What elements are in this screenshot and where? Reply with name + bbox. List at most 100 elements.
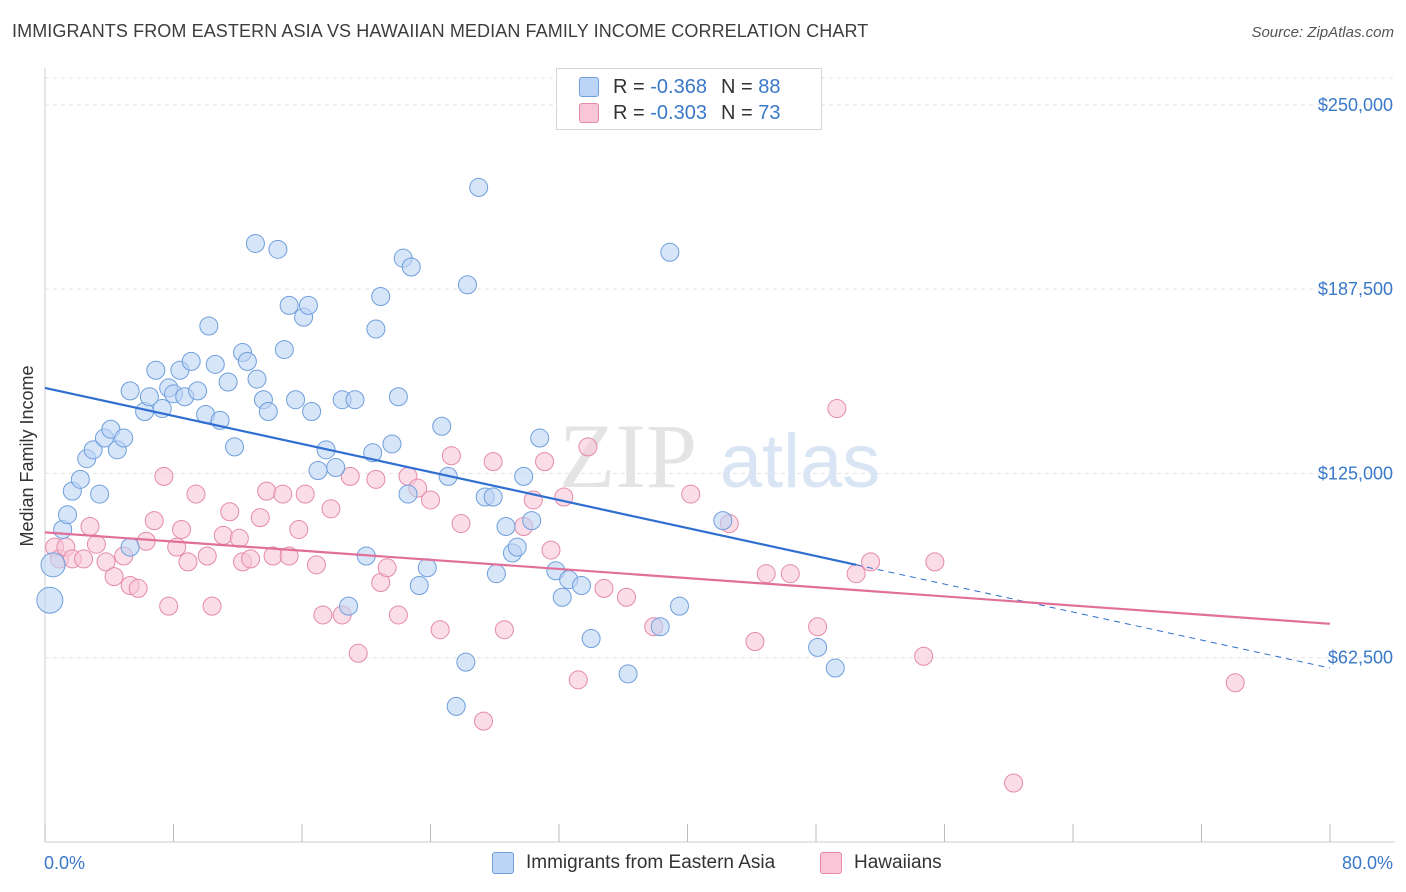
blue-point (70, 469, 90, 489)
blue-point (268, 239, 288, 259)
pink-point (306, 555, 326, 575)
pink-point (74, 549, 94, 569)
blue-point (507, 537, 527, 557)
y-tick-label-2: $187,500 (1318, 279, 1393, 299)
r-label: R = (613, 75, 645, 98)
blue-point (326, 458, 346, 478)
blue-point (486, 564, 506, 584)
y-axis-label: Median Family Income (17, 365, 37, 546)
pink-point (178, 552, 198, 572)
blue-point (382, 434, 402, 454)
blue-point (199, 316, 219, 336)
blue-point (308, 460, 328, 480)
blue-point (286, 390, 306, 410)
watermark-zip: ZIP (559, 405, 697, 507)
pink-point (172, 519, 192, 539)
blue-point (258, 402, 278, 422)
blue-point (218, 372, 238, 392)
pink-point (96, 552, 116, 572)
blue-point (237, 351, 257, 371)
pink-swatch-icon (820, 852, 842, 874)
pink-point (914, 646, 934, 666)
pink-point (220, 502, 240, 522)
pink-point (1225, 673, 1245, 693)
eastern-asia-trend-line (44, 386, 857, 566)
blue-point (247, 369, 267, 389)
y-tick-label-0: $62,500 (1328, 648, 1393, 668)
blue-point (530, 428, 550, 448)
pink-point (86, 534, 106, 554)
pink-point (213, 525, 233, 545)
blue-point (713, 511, 733, 531)
blue-point (808, 637, 828, 657)
pink-point (388, 605, 408, 625)
pink-point (348, 643, 368, 663)
blue-point (225, 437, 245, 457)
blue-point (366, 319, 386, 339)
pink-point (756, 564, 776, 584)
legend-label: Hawaiians (854, 852, 942, 873)
blue-point (245, 233, 265, 253)
pink-point (541, 540, 561, 560)
pink-point (279, 546, 299, 566)
pink-point (257, 481, 277, 501)
pink-point (128, 578, 148, 598)
pink-point (441, 446, 461, 466)
blue-point (279, 295, 299, 315)
trend-lines (44, 386, 1331, 669)
pink-point (578, 437, 598, 457)
blue-point (409, 575, 429, 595)
pink-point (474, 711, 494, 731)
pink-point (321, 499, 341, 519)
pink-point (594, 578, 614, 598)
pink-point (159, 596, 179, 616)
blue-point (388, 387, 408, 407)
blue-point (302, 402, 322, 422)
r-value: -0.368 (650, 75, 707, 98)
blue-point (514, 466, 534, 486)
blue-point (457, 275, 477, 295)
pink-point (273, 484, 293, 504)
chart-title: IMMIGRANTS FROM EASTERN ASIA VS HAWAIIAN… (12, 21, 869, 41)
pink-point (366, 469, 386, 489)
pink-point (846, 564, 866, 584)
pink-point (535, 452, 555, 472)
pink-swatch-icon (579, 103, 599, 123)
blue-point (114, 428, 134, 448)
n-label: N = (720, 75, 753, 98)
blue-point (205, 354, 225, 374)
pink-point (154, 466, 174, 486)
pink-point (80, 517, 100, 537)
blue-point (571, 575, 591, 595)
r-value: -0.303 (650, 101, 707, 124)
blue-point (339, 596, 359, 616)
blue-point (90, 484, 110, 504)
eastern-asia-points (36, 177, 845, 716)
legend-row-hawaiians: R = -0.303 N = 73 (579, 101, 780, 125)
blue-point (398, 484, 418, 504)
blue-point (40, 552, 66, 578)
watermark: ZIP atlas (559, 405, 880, 507)
pink-point (827, 399, 847, 419)
blue-point (274, 340, 294, 360)
pink-point (136, 531, 156, 551)
blue-point (417, 558, 437, 578)
pink-point (250, 508, 270, 528)
pink-point (808, 617, 828, 637)
blue-point (57, 505, 77, 525)
blue-point (139, 387, 159, 407)
series-legend: Immigrants from Eastern Asia Hawaiians (0, 852, 1406, 878)
source-label: Source: ZipAtlas.com (1251, 24, 1394, 41)
r-label: R = (613, 101, 645, 124)
x-tick-label-max: 80.0% (1342, 853, 1393, 873)
pink-point (202, 596, 222, 616)
pink-point (483, 452, 503, 472)
pink-point (681, 484, 701, 504)
blue-point (432, 416, 452, 436)
pink-point (289, 519, 309, 539)
pink-point (340, 466, 360, 486)
pink-point (241, 549, 261, 569)
blue-point (401, 257, 421, 277)
blue-point (618, 664, 638, 684)
